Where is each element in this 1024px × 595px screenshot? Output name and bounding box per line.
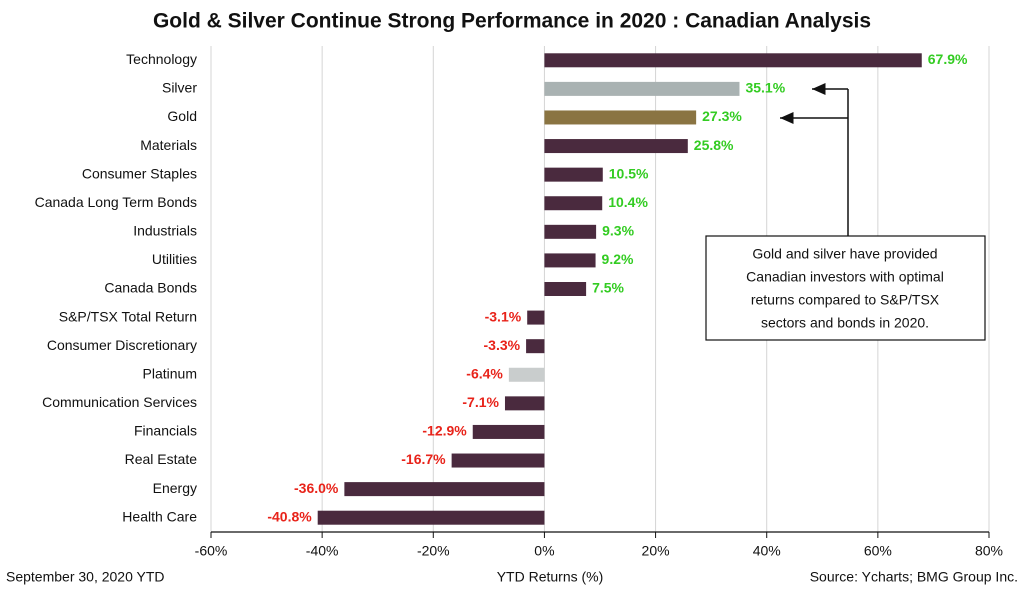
bar [526,339,545,354]
bar [504,396,545,411]
x-tick-label: -40% [306,543,339,559]
x-tick-label: 0% [534,543,554,559]
source: Source: Ycharts; BMG Group Inc. [810,569,1018,585]
bar [472,424,545,439]
x-tick-label: 80% [975,543,1003,559]
y-tick-label: Communication Services [42,394,197,410]
bar [344,482,545,497]
value-label: -12.9% [422,423,467,439]
x-tick-label: -20% [417,543,450,559]
y-tick-label: Energy [153,480,197,496]
value-label: 25.8% [694,137,734,153]
annotation-line: returns compared to S&P/TSX [751,292,940,308]
y-tick-label: Silver [162,80,197,96]
y-tick-label: Canada Long Term Bonds [35,194,197,210]
value-label: 27.3% [702,108,742,124]
bar [544,110,697,125]
y-tick-label: Canada Bonds [104,280,197,296]
value-label: 9.2% [602,251,634,267]
annotation-line: Gold and silver have provided [752,246,937,262]
y-tick-label: Consumer Discretionary [47,337,197,353]
x-tick-label: -60% [195,543,228,559]
x-axis-label: YTD Returns (%) [497,569,604,585]
y-tick-label: Technology [126,51,197,67]
annotation-line: sectors and bonds in 2020. [761,315,929,331]
y-tick-label: Health Care [122,508,197,524]
value-label: 10.5% [609,165,649,181]
value-label: -7.1% [462,394,499,410]
x-tick-label: 20% [642,543,670,559]
y-tick-label: Financials [134,423,197,439]
bar [508,367,545,382]
value-label: 35.1% [745,80,785,96]
value-label: -3.3% [484,337,521,353]
bar [544,253,596,268]
annotation-box [705,235,986,341]
x-tick-label: 40% [753,543,781,559]
value-label: -16.7% [401,451,446,467]
y-tick-label: Consumer Staples [82,165,197,181]
y-tick-label: Materials [140,137,197,153]
value-label: 10.4% [608,194,648,210]
bar [317,510,545,525]
bar [451,453,545,468]
value-label: 9.3% [602,223,634,239]
value-label: -6.4% [466,365,503,381]
y-tick-label: Industrials [133,223,197,239]
chart-title: Gold & Silver Continue Strong Performanc… [153,10,871,33]
y-tick-label: Utilities [152,251,197,267]
x-tick-label: 60% [864,543,892,559]
bar [527,310,545,325]
annotation-line: Canadian investors with optimal [746,269,944,285]
bar [544,53,922,68]
value-label: -36.0% [294,480,339,496]
value-label: 7.5% [592,280,624,296]
bar [544,196,603,211]
bar [544,282,587,296]
bar [544,81,740,96]
y-tick-label: Platinum [143,365,197,381]
value-label: -3.1% [485,308,522,324]
bar [544,139,688,154]
value-label: -40.8% [267,508,312,524]
y-tick-label: Real Estate [125,451,198,467]
y-tick-label: S&P/TSX Total Return [59,308,197,324]
date-note: September 30, 2020 YTD [6,569,165,585]
value-label: 67.9% [928,51,968,67]
bar [544,167,603,182]
bar [544,224,597,239]
y-tick-label: Gold [167,108,197,124]
